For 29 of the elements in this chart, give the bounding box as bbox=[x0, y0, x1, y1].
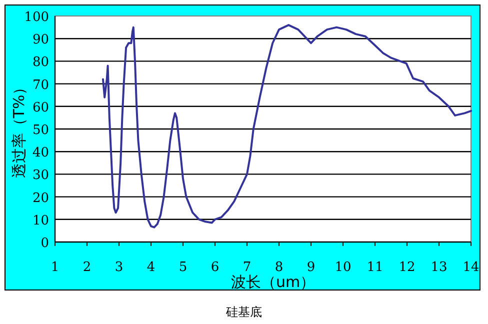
x-tick-label: 10 bbox=[334, 260, 352, 275]
text: 硅基底 bbox=[225, 305, 262, 319]
x-tick-label: 4 bbox=[146, 260, 156, 275]
y-tick-label: 20 bbox=[32, 190, 49, 206]
y-tick-label: 0 bbox=[40, 236, 49, 251]
x-axis-title: 波长（um） bbox=[230, 273, 316, 291]
x-tick-label: 13 bbox=[430, 260, 448, 275]
x-tick-label: 12 bbox=[398, 260, 416, 275]
x-tick-label: 6 bbox=[210, 260, 220, 275]
y-tick-label: 30 bbox=[32, 168, 49, 184]
x-tick-label: 11 bbox=[366, 260, 384, 275]
x-tick-label: 3 bbox=[114, 260, 124, 275]
x-tick-label: 5 bbox=[178, 260, 188, 275]
x-tick-label: 8 bbox=[274, 260, 284, 275]
y-tick-label: 40 bbox=[32, 146, 49, 161]
x-tick-label: 2 bbox=[82, 260, 92, 275]
x-tick-label: 9 bbox=[306, 260, 316, 275]
y-tick-label: 50 bbox=[32, 123, 49, 138]
y-tick-label: 60 bbox=[32, 100, 49, 116]
x-tick-label: 1 bbox=[50, 260, 60, 275]
x-tick-label: 14 bbox=[462, 260, 480, 275]
x-tick-label: 7 bbox=[242, 260, 252, 275]
y-tick-label: 10 bbox=[32, 213, 49, 228]
y-tick-label: 90 bbox=[32, 32, 49, 48]
y-tick-label: 70 bbox=[32, 78, 49, 93]
y-tick-label: 80 bbox=[32, 55, 49, 70]
y-axis-title: 透过率（T%） bbox=[10, 80, 28, 178]
line-series bbox=[102, 24, 472, 228]
y-tick-label: 100 bbox=[24, 10, 49, 25]
